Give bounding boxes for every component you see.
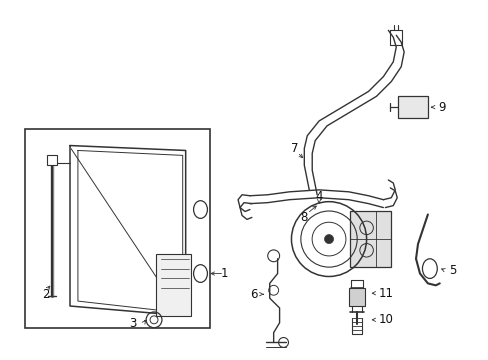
Bar xyxy=(156,254,190,316)
Text: 9: 9 xyxy=(437,101,445,114)
Bar xyxy=(397,96,427,118)
Bar xyxy=(24,129,210,328)
Bar xyxy=(349,211,390,267)
Text: 4: 4 xyxy=(315,190,322,203)
Text: 11: 11 xyxy=(378,287,393,300)
Text: 10: 10 xyxy=(378,313,392,326)
Bar xyxy=(348,288,364,306)
Text: 5: 5 xyxy=(447,264,455,277)
Bar xyxy=(47,156,57,165)
Circle shape xyxy=(324,235,333,244)
Text: 8: 8 xyxy=(300,211,307,224)
Text: 1: 1 xyxy=(220,267,228,280)
Text: 3: 3 xyxy=(129,317,136,330)
Text: 2: 2 xyxy=(42,288,50,301)
Text: 6: 6 xyxy=(250,288,257,301)
Text: 7: 7 xyxy=(290,142,298,155)
